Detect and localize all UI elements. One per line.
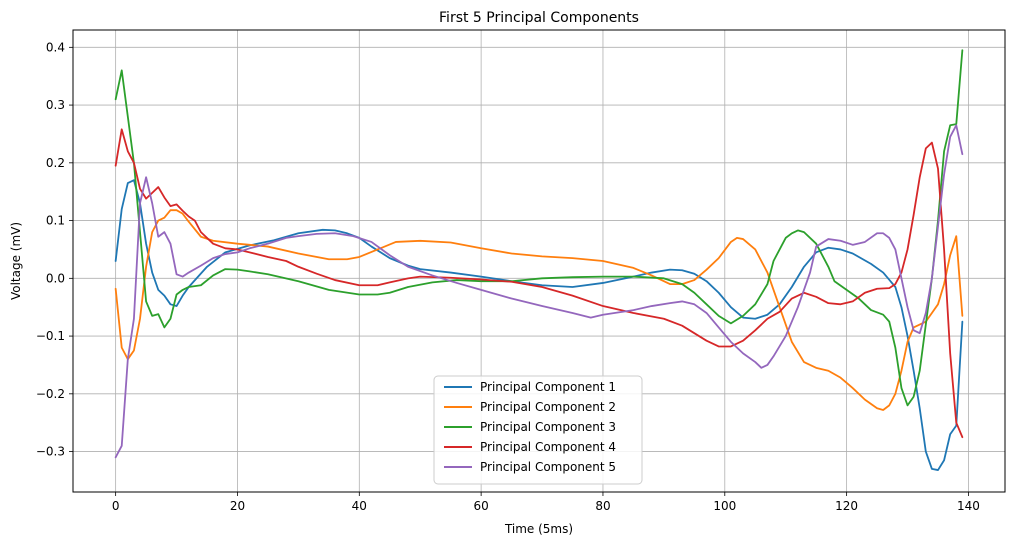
legend-label: Principal Component 5 [480, 460, 616, 474]
legend-box [433, 375, 643, 485]
x-tick-label: 140 [957, 499, 980, 513]
legend-label: Principal Component 3 [480, 420, 616, 434]
x-tick-label: 80 [595, 499, 610, 513]
series-line-principal-component-3 [114, 49, 964, 407]
y-tick-label: −0.1 [36, 329, 65, 343]
legend: Principal Component 1 Principal Component… [433, 375, 643, 485]
y-tick-label: 0.1 [46, 214, 65, 228]
series-line-principal-component-2 [114, 209, 964, 411]
x-tick-label: 100 [713, 499, 736, 513]
y-tick-label: 0.4 [46, 40, 65, 54]
x-tick-label: 0 [112, 499, 120, 513]
chart-title: First 5 Principal Components [439, 10, 639, 26]
y-axis-title: Voltage (mV) [9, 222, 23, 300]
y-tick-label: 0.2 [46, 156, 65, 170]
series-layer [114, 49, 964, 471]
legend-label: Principal Component 4 [480, 440, 616, 454]
x-tick-label: 120 [835, 499, 858, 513]
y-axis: −0.3 −0.2 −0.1 0.0 0.1 0.2 0.3 0.4 [36, 40, 73, 459]
x-tick-label: 60 [473, 499, 488, 513]
series-line-principal-component-4 [114, 128, 964, 439]
y-tick-label: 0.3 [46, 98, 65, 112]
legend-label: Principal Component 2 [480, 400, 616, 414]
series-line-principal-component-1 [114, 179, 964, 471]
x-axis: 0 20 40 60 80 100 120 140 [112, 492, 980, 513]
x-tick-label: 40 [352, 499, 367, 513]
x-axis-title: Time (5ms) [504, 522, 573, 536]
y-tick-label: 0.0 [46, 271, 65, 285]
x-tick-label: 20 [230, 499, 245, 513]
y-tick-label: −0.3 [36, 445, 65, 459]
y-tick-label: −0.2 [36, 387, 65, 401]
legend-label: Principal Component 1 [480, 380, 616, 394]
plot-frame [72, 29, 1006, 493]
legend-items: Principal Component 1 Principal Component… [444, 380, 616, 474]
series-line-principal-component-5 [114, 124, 964, 459]
